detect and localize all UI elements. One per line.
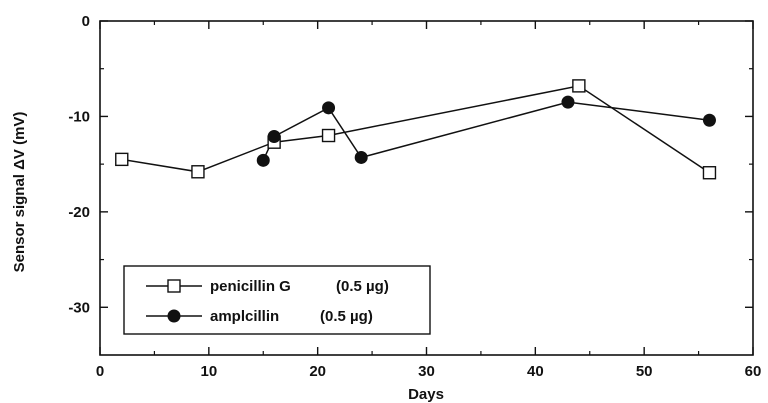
data-point-penicillin-g [572, 79, 586, 93]
data-point-penicillin-g [702, 166, 717, 180]
x-tick-label: 60 [745, 363, 762, 380]
y-tick-label: -20 [68, 204, 90, 221]
x-tick-label: 40 [527, 363, 544, 380]
legend-label-amplcillin: amplcillin [210, 308, 279, 325]
data-point-amplcillin [561, 95, 575, 109]
x-tick-label: 10 [200, 363, 217, 380]
series-layer [115, 79, 717, 180]
legend-dose-penicillin-g: (0.5 µg) [336, 278, 389, 295]
legend-dose-amplcillin: (0.5 µg) [320, 308, 373, 325]
y-tick-label: -30 [68, 299, 90, 316]
legend: penicillin G (0.5 µg) amplcillin (0.5 µg… [123, 265, 431, 335]
legend-marker-penicillin-g [167, 279, 181, 293]
data-point-amplcillin [256, 153, 270, 167]
data-point-amplcillin [702, 113, 716, 127]
data-point-amplcillin [322, 101, 336, 115]
y-tick-label: 0 [82, 13, 90, 30]
series-line-penicillin-g [121, 85, 710, 174]
axis-ticks [99, 20, 754, 355]
x-tick-label: 20 [309, 363, 326, 380]
x-tick-label: 50 [636, 363, 653, 380]
x-tick-label: 30 [418, 363, 435, 380]
data-point-penicillin-g [115, 152, 129, 167]
legend-label-penicillin-g: penicillin G [210, 278, 291, 295]
data-point-penicillin-g [191, 165, 205, 179]
legend-marker-amplcillin [167, 309, 181, 323]
tick-labels: 0 10 20 30 40 50 60 0 -10 -20 -30 [68, 13, 761, 380]
data-point-penicillin-g [321, 128, 336, 143]
x-axis-title: Days [408, 386, 444, 403]
legend-box [123, 265, 431, 335]
x-tick-label: 0 [96, 363, 104, 380]
y-tick-label: -10 [68, 108, 90, 125]
data-point-amplcillin [354, 150, 368, 164]
y-axis-title: Sensor signal ΔV (mV) [11, 112, 28, 273]
data-point-amplcillin [267, 129, 281, 143]
